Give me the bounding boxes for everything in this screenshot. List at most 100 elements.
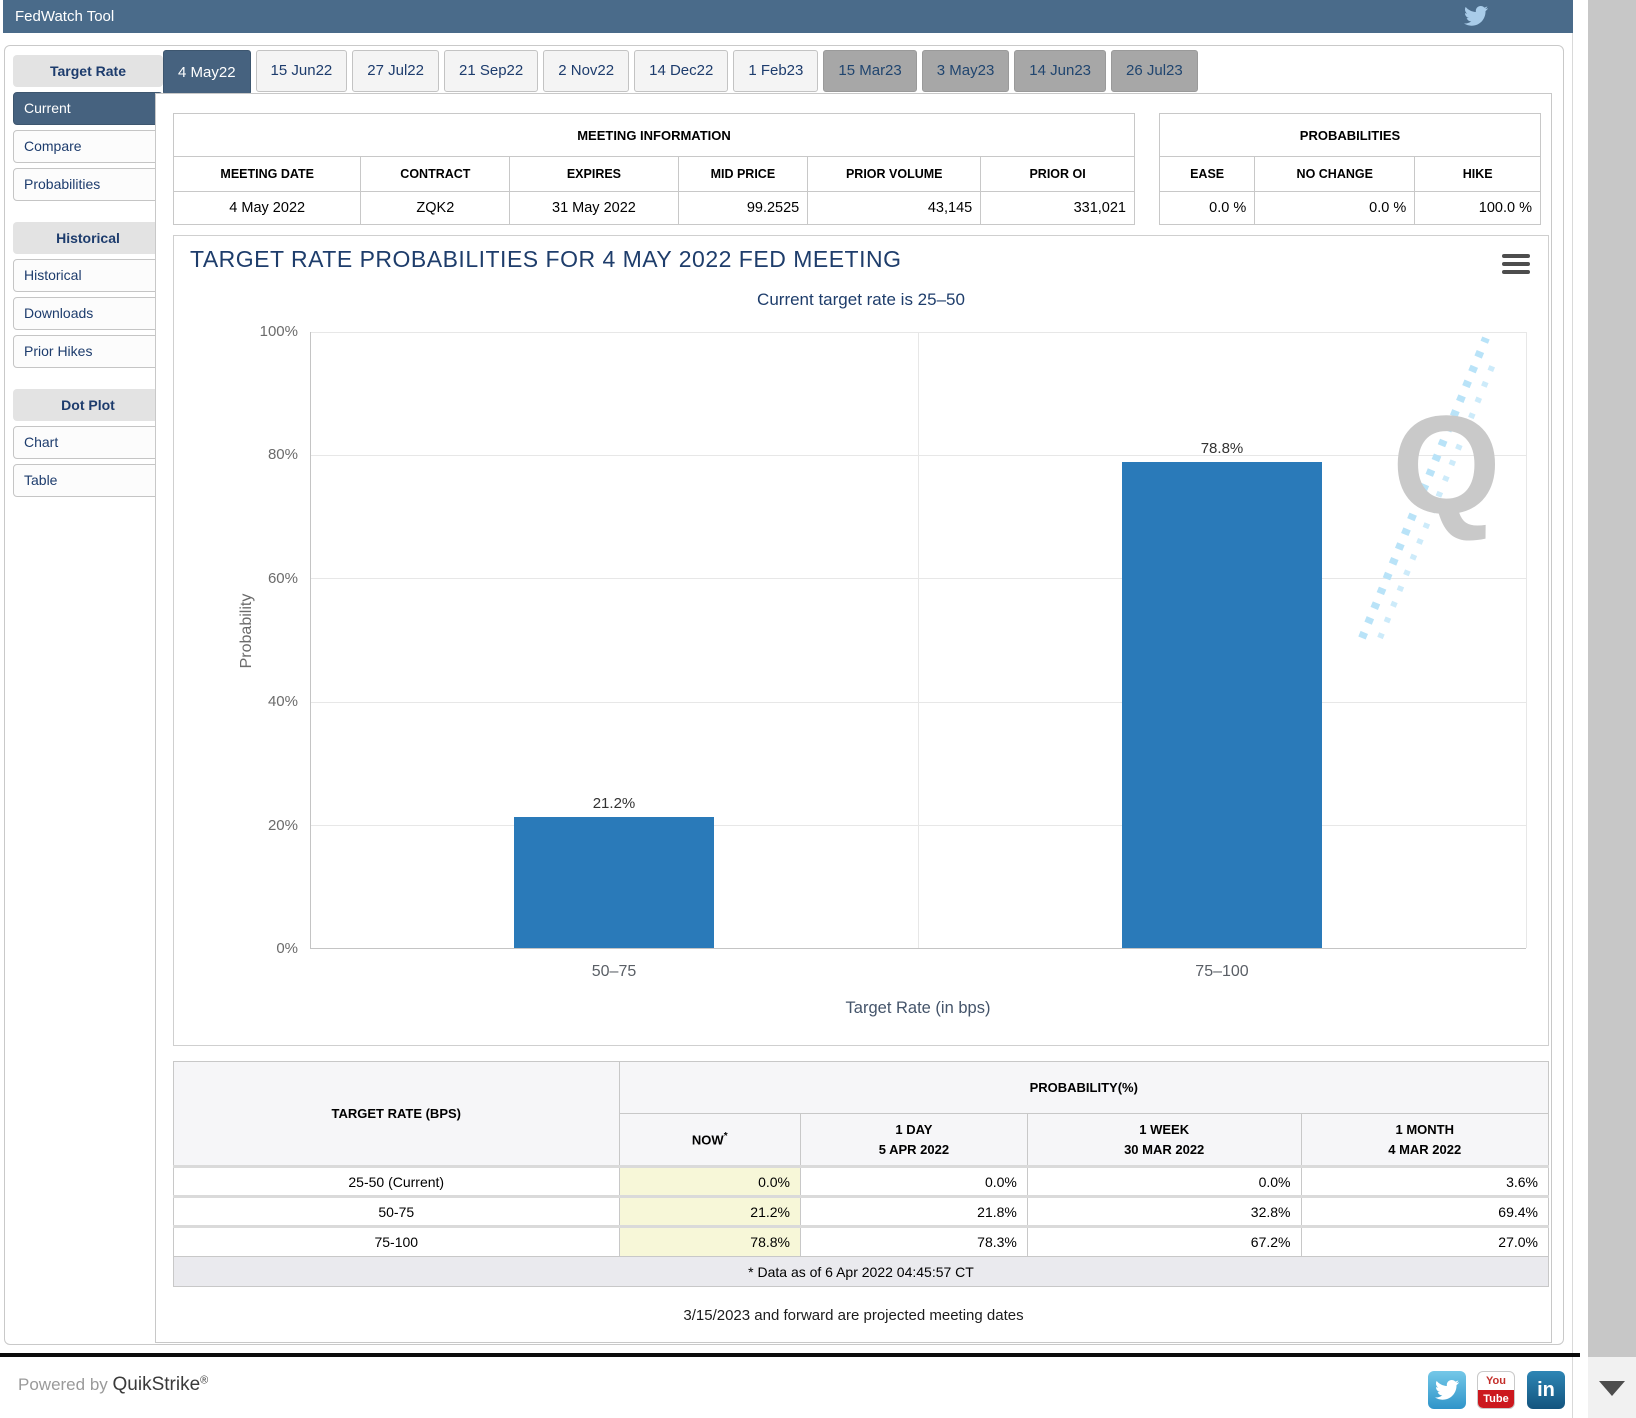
table-row: 25-50 (Current) 0.0% 0.0% 0.0% 3.6% xyxy=(174,1167,1549,1197)
linkedin-button[interactable]: in xyxy=(1527,1371,1565,1409)
sidebar-header-target-rate: Target Rate xyxy=(13,55,163,87)
table-row: * Data as of 6 Apr 2022 04:45:57 CT xyxy=(174,1257,1549,1287)
col-prior-volume: PRIOR VOLUME xyxy=(808,157,981,192)
probabilities-title: PROBABILITIES xyxy=(1160,114,1541,157)
now-value: 78.8% xyxy=(619,1227,801,1257)
gridline xyxy=(918,332,919,948)
bar-75-100: 78.8% xyxy=(1122,440,1322,948)
month-value: 3.6% xyxy=(1301,1167,1549,1197)
sidebar-item-downloads[interactable]: Downloads xyxy=(13,297,163,330)
sidebar-header-dot-plot: Dot Plot xyxy=(13,389,163,421)
x-axis-label: Target Rate (in bps) xyxy=(310,999,1526,1018)
y-tick-100: 100% xyxy=(238,323,298,340)
twitter-icon[interactable] xyxy=(1464,6,1488,26)
probability-history-table: TARGET RATE (BPS) PROBABILITY(%) NOW* 1 … xyxy=(173,1061,1549,1287)
col-1-day: 1 DAY5 APR 2022 xyxy=(801,1114,1028,1167)
y-axis-label: Probability xyxy=(238,576,256,686)
sidebar-item-probabilities[interactable]: Probabilities xyxy=(13,168,163,201)
vertical-scrollbar[interactable] xyxy=(1588,0,1636,1418)
rate-label: 25-50 (Current) xyxy=(174,1167,620,1197)
month-value: 27.0% xyxy=(1301,1227,1549,1257)
sidebar-item-prior-hikes[interactable]: Prior Hikes xyxy=(13,335,163,368)
col-meeting-date: MEETING DATE xyxy=(174,157,361,192)
header-bar: FedWatch Tool xyxy=(3,0,1573,33)
sidebar-header-historical: Historical xyxy=(13,222,163,254)
youtube-button[interactable]: You Tube xyxy=(1477,1371,1515,1409)
week-value: 32.8% xyxy=(1027,1197,1301,1227)
sidebar-item-table[interactable]: Table xyxy=(13,464,163,497)
chart-menu-icon[interactable] xyxy=(1502,254,1530,278)
rate-label: 50-75 xyxy=(174,1197,620,1227)
sidebar-item-compare[interactable]: Compare xyxy=(13,130,163,163)
x-tick-50-75: 50–75 xyxy=(514,963,714,981)
col-mid-price: MID PRICE xyxy=(678,157,808,192)
col-contract: CONTRACT xyxy=(361,157,510,192)
twitter-button[interactable] xyxy=(1428,1371,1466,1409)
plot-area: 100% 80% 60% 40% 20% 0% Probability 21.2… xyxy=(310,332,1526,949)
y-tick-0: 0% xyxy=(238,940,298,957)
linkedin-icon: in xyxy=(1537,1379,1555,1402)
bar[interactable] xyxy=(1122,462,1322,948)
col-ease: EASE xyxy=(1160,157,1255,192)
tab-15-jun22[interactable]: 15 Jun22 xyxy=(256,50,348,92)
x-tick-75-100: 75–100 xyxy=(1122,963,1322,981)
tab-21-sep22[interactable]: 21 Sep22 xyxy=(444,50,538,92)
meeting-information-table: MEETING INFORMATION MEETING DATE CONTRAC… xyxy=(173,113,1135,225)
prior-oi-value: 331,021 xyxy=(981,192,1135,225)
y-tick-40: 40% xyxy=(238,693,298,710)
tab-14-dec22[interactable]: 14 Dec22 xyxy=(634,50,728,92)
sidebar-item-historical[interactable]: Historical xyxy=(13,259,163,292)
main-panel: MEETING INFORMATION MEETING DATE CONTRAC… xyxy=(155,93,1552,1343)
col-expires: EXPIRES xyxy=(510,157,678,192)
meeting-date-tabs: 4 May22 15 Jun22 27 Jul22 21 Sep22 2 Nov… xyxy=(163,50,1198,95)
bar-value-label: 21.2% xyxy=(593,795,636,812)
tab-14-jun23[interactable]: 14 Jun23 xyxy=(1014,50,1106,92)
no-change-value: 0.0 % xyxy=(1255,192,1415,225)
day-value: 21.8% xyxy=(801,1197,1028,1227)
y-tick-80: 80% xyxy=(238,446,298,463)
col-1-month: 1 MONTH4 MAR 2022 xyxy=(1301,1114,1549,1167)
quikstrike-brand[interactable]: QuikStrike xyxy=(113,1374,201,1395)
app-title: FedWatch Tool xyxy=(15,0,114,33)
hike-value: 100.0 % xyxy=(1415,192,1541,225)
bar-50-75: 21.2% xyxy=(514,795,714,948)
tab-26-jul23[interactable]: 26 Jul23 xyxy=(1111,50,1198,92)
now-value: 0.0% xyxy=(619,1167,801,1197)
tab-4-may22[interactable]: 4 May22 xyxy=(163,50,251,95)
table-row: 75-100 78.8% 78.3% 67.2% 27.0% xyxy=(174,1227,1549,1257)
frame-right-edge xyxy=(1572,0,1573,1418)
corner-header: TARGET RATE (BPS) xyxy=(174,1062,620,1167)
scrollbar-thumb[interactable] xyxy=(1588,0,1636,1357)
sidebar-item-chart[interactable]: Chart xyxy=(13,426,163,459)
tab-27-jul22[interactable]: 27 Jul22 xyxy=(352,50,439,92)
probabilities-summary-table: PROBABILITIES EASE NO CHANGE HIKE 0.0 % … xyxy=(1159,113,1541,225)
tab-15-mar23[interactable]: 15 Mar23 xyxy=(823,50,916,92)
scrollbar-down-arrow-icon[interactable] xyxy=(1599,1381,1625,1396)
table-row: 0.0 % 0.0 % 100.0 % xyxy=(1160,192,1541,225)
sidebar-item-current[interactable]: Current xyxy=(13,92,163,125)
col-no-change: NO CHANGE xyxy=(1255,157,1415,192)
meeting-date-value: 4 May 2022 xyxy=(174,192,361,225)
table-row: MEETING DATE CONTRACT EXPIRES MID PRICE … xyxy=(174,157,1135,192)
ease-value: 0.0 % xyxy=(1160,192,1255,225)
table-row: EASE NO CHANGE HIKE xyxy=(1160,157,1541,192)
day-value: 0.0% xyxy=(801,1167,1028,1197)
col-1-week: 1 WEEK30 MAR 2022 xyxy=(1027,1114,1301,1167)
chart-subtitle: Current target rate is 25–50 xyxy=(174,290,1548,310)
projected-dates-note: 3/15/2023 and forward are projected meet… xyxy=(156,1307,1551,1324)
sidebar: Target Rate Current Compare Probabilitie… xyxy=(13,55,163,497)
bar[interactable] xyxy=(514,817,714,948)
chart-title: TARGET RATE PROBABILITIES FOR 4 MAY 2022… xyxy=(190,246,901,273)
youtube-icon: You xyxy=(1478,1372,1514,1390)
day-value: 78.3% xyxy=(801,1227,1028,1257)
expires-value: 31 May 2022 xyxy=(510,192,678,225)
target-rate-chart: TARGET RATE PROBABILITIES FOR 4 MAY 2022… xyxy=(173,235,1549,1046)
tab-3-may23[interactable]: 3 May23 xyxy=(922,50,1010,92)
month-value: 69.4% xyxy=(1301,1197,1549,1227)
col-hike: HIKE xyxy=(1415,157,1541,192)
col-prior-oi: PRIOR OI xyxy=(981,157,1135,192)
mid-price-value: 99.2525 xyxy=(678,192,808,225)
tab-2-nov22[interactable]: 2 Nov22 xyxy=(543,50,629,92)
fedwatch-tool-page: FedWatch Tool Target Rate Current Compar… xyxy=(0,0,1636,1418)
tab-1-feb23[interactable]: 1 Feb23 xyxy=(733,50,818,92)
